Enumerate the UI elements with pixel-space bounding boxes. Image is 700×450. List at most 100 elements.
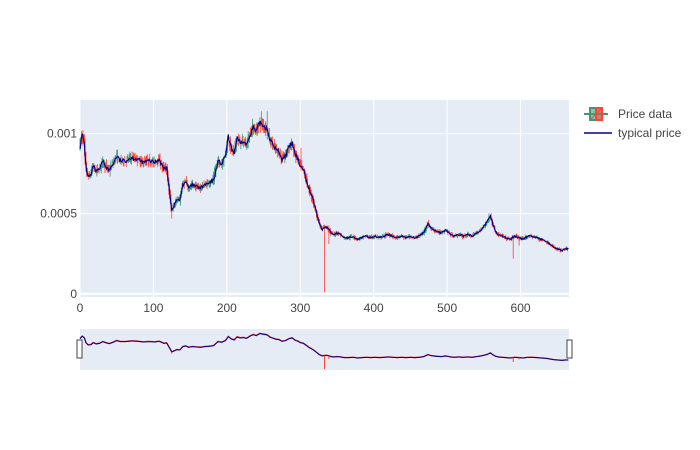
candle-body xyxy=(258,124,259,128)
candle-body xyxy=(503,235,505,237)
range-slider-right-handle[interactable] xyxy=(566,339,573,359)
candle-body xyxy=(260,125,261,127)
candle-body xyxy=(119,158,120,159)
candle-body xyxy=(272,145,274,147)
candle-body xyxy=(398,236,400,237)
candle-body xyxy=(241,138,243,142)
candle-body xyxy=(266,131,268,134)
candle-body xyxy=(512,235,514,238)
candle-body xyxy=(184,180,186,182)
candle-body xyxy=(176,200,178,203)
candle-body xyxy=(302,165,303,168)
typical-price-series[interactable] xyxy=(79,120,569,252)
candle-body xyxy=(111,167,112,168)
range-slider[interactable] xyxy=(76,329,573,370)
candle-body xyxy=(564,249,565,251)
candle-body xyxy=(446,230,447,232)
candle-body xyxy=(521,237,523,239)
candle-body xyxy=(372,237,374,239)
candle-body xyxy=(280,152,281,157)
y-axis: 0 0.0005 0.001 xyxy=(40,127,77,301)
candle-body xyxy=(327,228,329,231)
candle-body xyxy=(253,126,255,133)
grid-lines xyxy=(79,100,569,297)
candle-body xyxy=(129,155,131,158)
candle-body xyxy=(371,236,372,238)
candle-body xyxy=(529,236,531,238)
candle-body xyxy=(208,184,210,186)
candle-body xyxy=(349,237,350,239)
legend-item-price-data[interactable]: Price data xyxy=(584,107,672,121)
candle-body xyxy=(416,237,418,238)
candle-body xyxy=(335,234,336,236)
candle-body xyxy=(204,184,206,188)
candle-body xyxy=(365,235,366,238)
candle-body xyxy=(507,237,509,239)
candle-body xyxy=(97,167,98,170)
candle-body xyxy=(528,236,529,238)
legend-item-typical-price[interactable]: typical price xyxy=(584,126,682,140)
candle-body xyxy=(397,236,399,239)
candle-body xyxy=(270,141,272,146)
candle-body xyxy=(389,234,391,237)
candle-body xyxy=(136,156,137,158)
candle-body xyxy=(347,238,349,239)
candle-body xyxy=(338,233,340,235)
candle-body xyxy=(351,236,353,237)
legend-label-price-data: Price data xyxy=(618,107,672,121)
candle-body xyxy=(518,238,520,239)
candle-body xyxy=(437,230,438,232)
candle-body xyxy=(222,161,224,165)
candle-body xyxy=(277,150,278,153)
candle-body xyxy=(89,173,90,176)
candle-body xyxy=(468,233,470,235)
candle-body xyxy=(457,235,458,237)
candle-body xyxy=(140,159,142,164)
candle-body xyxy=(223,156,225,163)
y-tick-label: 0.0005 xyxy=(40,207,77,221)
candle-body xyxy=(255,132,256,135)
candle-body xyxy=(407,237,408,239)
candle-body xyxy=(470,236,472,238)
candle-body xyxy=(310,189,311,194)
x-tick-label: 100 xyxy=(143,301,163,315)
candle-body xyxy=(133,158,135,160)
candle-body xyxy=(190,184,192,188)
candle-body xyxy=(545,241,547,243)
candle-body xyxy=(183,183,184,185)
candle-body xyxy=(529,235,530,237)
candle-body xyxy=(193,184,195,188)
candle-body xyxy=(89,176,91,178)
candle-body xyxy=(147,159,149,163)
candle-body xyxy=(452,236,454,237)
candle-body xyxy=(137,162,139,164)
candle-body xyxy=(120,157,122,162)
candle-body xyxy=(134,156,136,161)
candle-body xyxy=(299,161,301,164)
candle-body xyxy=(534,236,536,238)
candle-body xyxy=(396,235,397,237)
candle-body xyxy=(147,158,148,161)
candle-body xyxy=(500,234,502,236)
candle-body xyxy=(242,138,244,141)
candle-body xyxy=(385,234,387,237)
candle-body xyxy=(333,232,335,234)
candle-body xyxy=(281,155,283,159)
candle-body xyxy=(559,249,561,252)
candle-body xyxy=(479,229,481,231)
candle-body xyxy=(165,166,167,168)
candle-body xyxy=(236,140,238,143)
candle-body xyxy=(189,187,191,189)
x-tick-label: 200 xyxy=(217,301,237,315)
candle-body xyxy=(307,181,308,185)
candle-body xyxy=(480,228,482,230)
candle-body xyxy=(229,141,231,149)
candle-body xyxy=(95,171,96,173)
candle-body xyxy=(196,184,198,190)
candle-body xyxy=(205,183,207,187)
candle-body xyxy=(262,122,264,126)
candle-body xyxy=(324,227,326,229)
candle-body xyxy=(471,235,473,236)
candle-body xyxy=(509,239,511,241)
range-slider-left-handle[interactable] xyxy=(76,339,83,359)
